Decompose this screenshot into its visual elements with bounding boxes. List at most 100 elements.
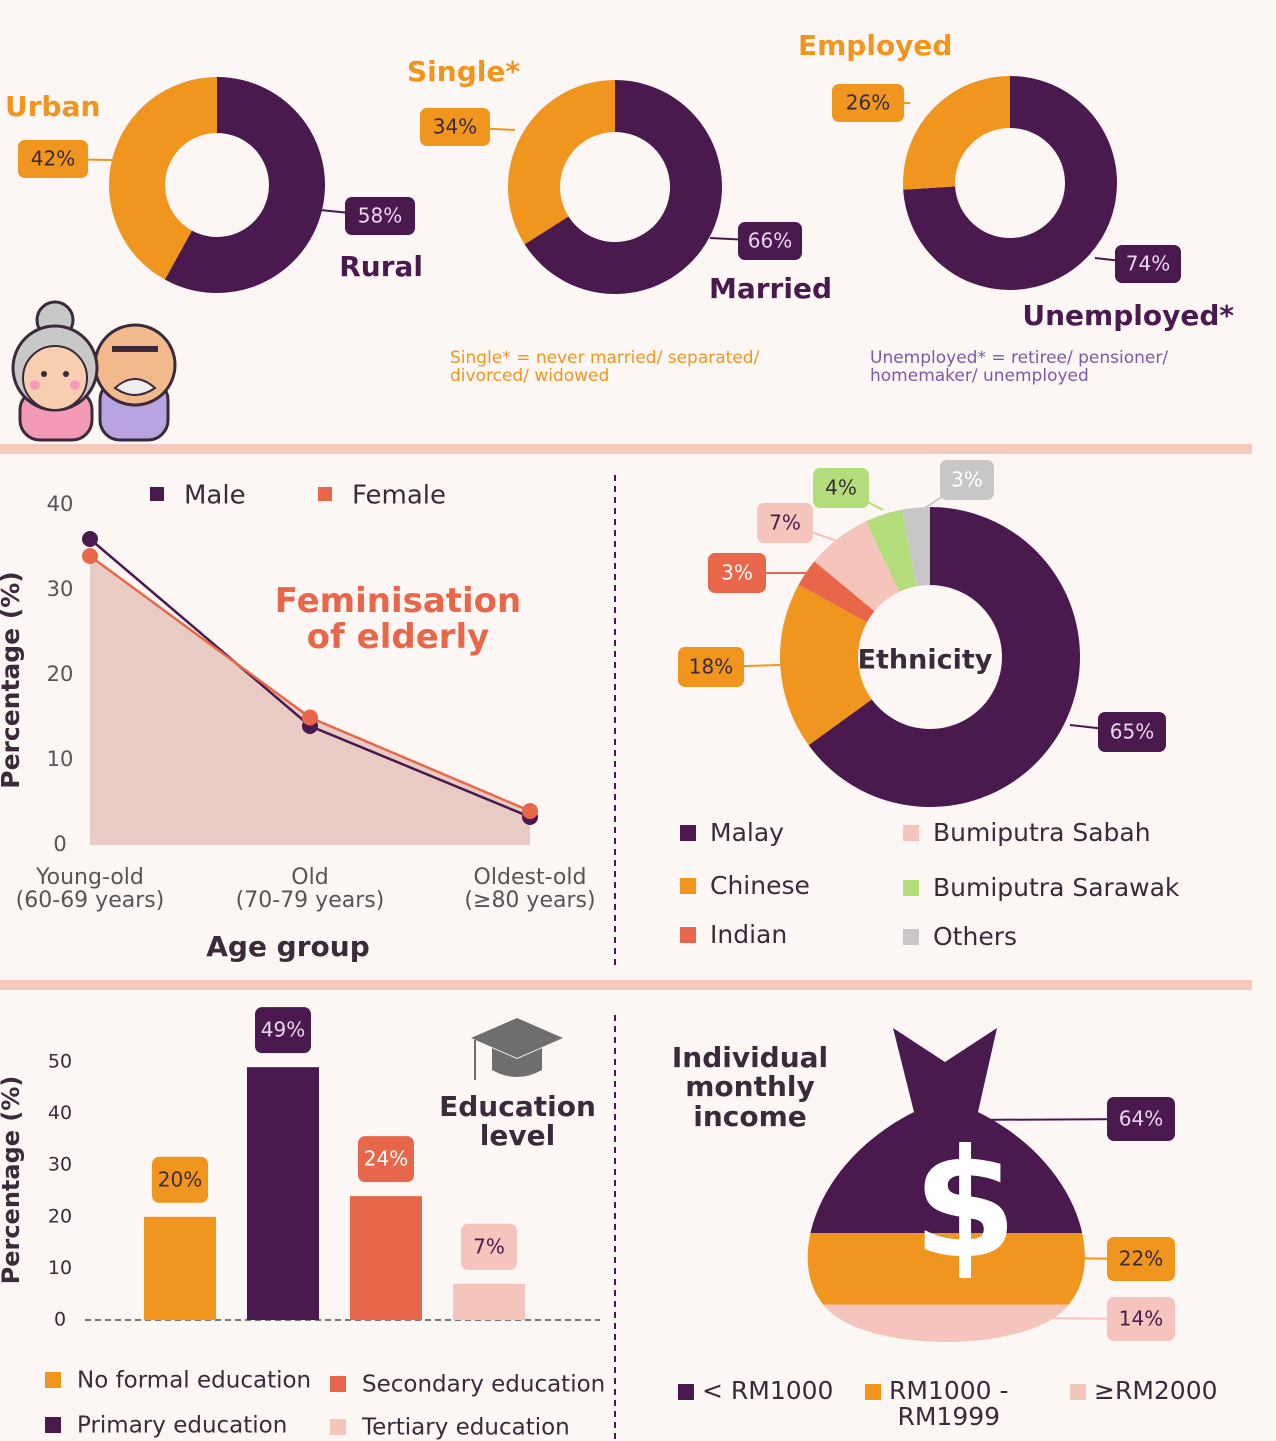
category-label: Married <box>709 272 832 305</box>
x-tick-label: Old (70-79 years) <box>235 865 385 914</box>
legend-label: Bumiputra Sabah <box>933 818 1151 847</box>
donut-segment <box>902 76 1010 190</box>
y-tick-label: 30 <box>47 577 74 601</box>
legend-label: Male <box>184 481 246 511</box>
donut-segment <box>866 509 917 592</box>
callout-box <box>757 503 813 543</box>
legend-label: ≥RM2000 <box>1094 1376 1218 1405</box>
value-label: 26% <box>846 91 890 115</box>
y-axis-label: Percentage (%) <box>0 1076 25 1285</box>
donut-segment <box>903 76 1117 290</box>
y-axis-label: Percentage (%) <box>0 571 25 788</box>
callout-box <box>1107 1297 1175 1341</box>
donut-segment <box>808 507 1080 808</box>
elderly-icon <box>11 300 177 442</box>
chart-title: Education level <box>439 1090 596 1153</box>
value-label: 42% <box>31 147 75 171</box>
donut-segment <box>524 80 722 295</box>
chart-title: Individual monthly income <box>671 1041 829 1133</box>
legend-swatch <box>45 1417 61 1433</box>
donut-segment <box>780 584 872 746</box>
value-label: 24% <box>364 1147 408 1171</box>
value-label: 3% <box>951 468 983 492</box>
legend-swatch <box>318 487 332 501</box>
chart-title: Feminisation of elderly <box>274 581 522 657</box>
graduation-cap-icon <box>471 1018 563 1080</box>
legend-swatch <box>330 1419 346 1435</box>
value-label: 20% <box>158 1167 202 1191</box>
value-label: 58% <box>358 204 402 228</box>
callout-box <box>832 84 904 122</box>
legend-label: < RM1000 <box>702 1376 834 1405</box>
x-tick-label: Young-old (60-69 years) <box>15 865 165 914</box>
bar <box>144 1216 216 1320</box>
callout-box <box>420 108 490 146</box>
y-tick-label: 10 <box>48 1257 72 1279</box>
callout-box <box>1115 245 1181 283</box>
callout-box <box>18 140 88 178</box>
category-label: Unemployed* <box>1022 299 1234 332</box>
legend-label: Indian <box>710 920 787 949</box>
category-label: Employed <box>798 29 952 62</box>
legend-swatch <box>903 880 919 896</box>
y-tick-label: 50 <box>48 1051 72 1073</box>
donut-segment <box>164 77 325 293</box>
bag-band <box>807 1233 1085 1305</box>
y-tick-label: 0 <box>54 1309 66 1331</box>
legend-swatch <box>330 1376 346 1392</box>
legend-swatch <box>1070 1384 1086 1400</box>
callout-box <box>255 1007 311 1054</box>
category-label: Single* <box>407 55 520 88</box>
category-label: Rural <box>339 250 423 283</box>
value-label: 64% <box>1119 1107 1163 1131</box>
legend-swatch <box>680 825 696 841</box>
point <box>82 531 98 547</box>
callout-box <box>940 460 994 500</box>
legend-label: Primary education <box>77 1413 287 1439</box>
callout-box <box>708 553 766 593</box>
donut-segment <box>814 521 900 612</box>
legend-swatch <box>45 1372 61 1388</box>
callout-box <box>345 197 415 235</box>
value-label: 3% <box>721 561 753 585</box>
value-label: 74% <box>1126 252 1170 276</box>
value-label: 65% <box>1110 720 1154 744</box>
value-label: 14% <box>1119 1307 1163 1331</box>
legend-label: Malay <box>710 818 784 847</box>
dollar-icon: $ <box>913 1118 1017 1292</box>
value-label: 22% <box>1119 1247 1163 1271</box>
point <box>302 709 318 726</box>
legend-swatch <box>150 487 164 501</box>
value-label: 34% <box>433 115 477 139</box>
y-tick-label: 10 <box>47 747 74 771</box>
callout-box <box>461 1223 517 1270</box>
donut-segment <box>508 80 615 245</box>
bag-band <box>807 1304 1085 1342</box>
y-tick-label: 20 <box>47 662 74 686</box>
value-label: 49% <box>261 1018 305 1042</box>
callout-box <box>678 647 744 687</box>
callout-box <box>813 468 869 508</box>
x-axis-label: Age group <box>206 930 370 963</box>
y-tick-label: 40 <box>48 1102 72 1124</box>
separator <box>0 980 1252 990</box>
donut-segment <box>901 507 930 587</box>
category-label: Urban <box>5 90 100 123</box>
legend-label: Tertiary education <box>361 1415 570 1441</box>
legend-swatch <box>680 927 696 943</box>
y-tick-label: 40 <box>47 492 74 516</box>
donut-segment <box>109 77 217 280</box>
callout-box <box>1107 1097 1175 1141</box>
chart-title: Ethnicity <box>858 645 993 676</box>
legend-label: Secondary education <box>362 1372 605 1398</box>
y-tick-label: 0 <box>53 832 66 856</box>
value-label: 7% <box>769 511 801 535</box>
value-label: 4% <box>825 476 857 500</box>
legend-swatch <box>903 825 919 841</box>
value-label: 66% <box>748 229 792 253</box>
legend-label: Bumiputra Sarawak <box>933 873 1180 902</box>
legend-swatch <box>903 929 919 945</box>
separator <box>0 444 1252 454</box>
point <box>522 803 538 819</box>
